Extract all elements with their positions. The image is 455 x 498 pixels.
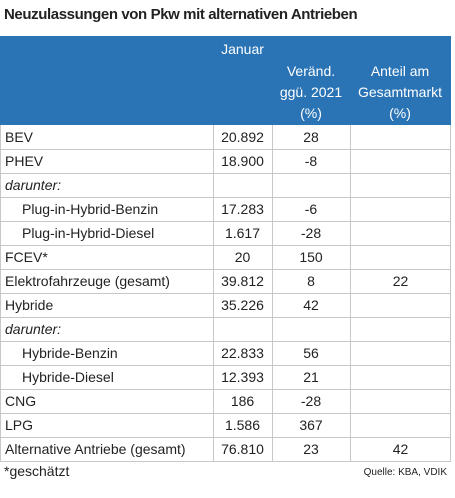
table-header: Januar Veränd. ggü. 2021 (%) Anteil am G… (0, 36, 451, 125)
row-line (0, 173, 451, 174)
cell-januar: 20.892 (221, 129, 264, 145)
row-label: Plug-in-Hybrid-Benzin (22, 201, 159, 217)
header-change: Veränd. ggü. 2021 (%) (279, 63, 343, 121)
row-line (0, 437, 451, 438)
cell-januar: 1.586 (224, 417, 261, 433)
column-line (450, 125, 451, 461)
cell-change: 28 (303, 129, 319, 145)
cell-change: -6 (304, 201, 318, 217)
cell-share: 42 (392, 441, 409, 457)
column-line (350, 125, 351, 461)
cell-januar: 20 (234, 249, 251, 265)
row-label: Hybride-Benzin (22, 345, 118, 361)
row-line (0, 461, 451, 462)
cell-januar: 186 (230, 393, 255, 409)
cell-change: 150 (299, 249, 323, 265)
row-line (0, 317, 451, 318)
column-line (0, 125, 1, 461)
cell-change: 367 (299, 417, 323, 433)
cell-januar: 39.812 (221, 273, 264, 289)
cell-januar: 18.900 (221, 153, 264, 169)
cell-januar: 12.393 (221, 369, 264, 385)
cell-change: 42 (303, 297, 319, 313)
row-line (0, 197, 451, 198)
cell-change: 8 (307, 273, 315, 289)
column-line (272, 125, 273, 461)
row-line (0, 293, 451, 294)
row-line (0, 389, 451, 390)
header-januar: Januar (221, 41, 264, 57)
cell-change: -28 (300, 393, 322, 409)
row-line (0, 221, 451, 222)
title: Neuzulassungen von Pkw mit alternativen … (4, 6, 358, 23)
row-label: Alternative Antriebe (gesamt) (5, 441, 186, 457)
row-line (0, 149, 451, 150)
row-line (0, 413, 451, 414)
row-label: CNG (5, 393, 37, 409)
cell-januar: 76.810 (221, 441, 264, 457)
row-label: Hybride (5, 297, 54, 313)
row-label: Elektrofahrzeuge (gesamt) (5, 273, 170, 289)
cell-change: 23 (303, 441, 319, 457)
cell-januar: 22.833 (221, 345, 264, 361)
row-label: darunter: (5, 177, 62, 193)
header-share: Anteil am Gesamtmarkt (%) (357, 63, 442, 121)
row-line (0, 365, 451, 366)
row-label: BEV (5, 129, 34, 145)
row-line (0, 245, 451, 246)
cell-change: -28 (300, 225, 322, 241)
cell-januar: 17.283 (221, 201, 264, 217)
cell-share: 22 (392, 273, 409, 289)
row-label: PHEV (5, 153, 44, 169)
row-line (0, 341, 451, 342)
row-label: FCEV* (5, 249, 48, 265)
cell-change: -8 (304, 153, 318, 169)
column-line (213, 125, 214, 461)
cell-change: 21 (303, 369, 319, 385)
cell-change: 56 (303, 345, 319, 361)
row-label: LPG (5, 417, 34, 433)
row-label: Plug-in-Hybrid-Diesel (22, 225, 155, 241)
row-label: Hybride-Diesel (22, 369, 114, 385)
footnote: *geschätzt (4, 463, 70, 479)
cell-januar: 1.617 (224, 225, 261, 241)
row-label: darunter: (5, 321, 62, 337)
cell-januar: 35.226 (221, 297, 264, 313)
row-line (0, 269, 451, 270)
source: Quelle: KBA, VDIK (363, 467, 447, 478)
